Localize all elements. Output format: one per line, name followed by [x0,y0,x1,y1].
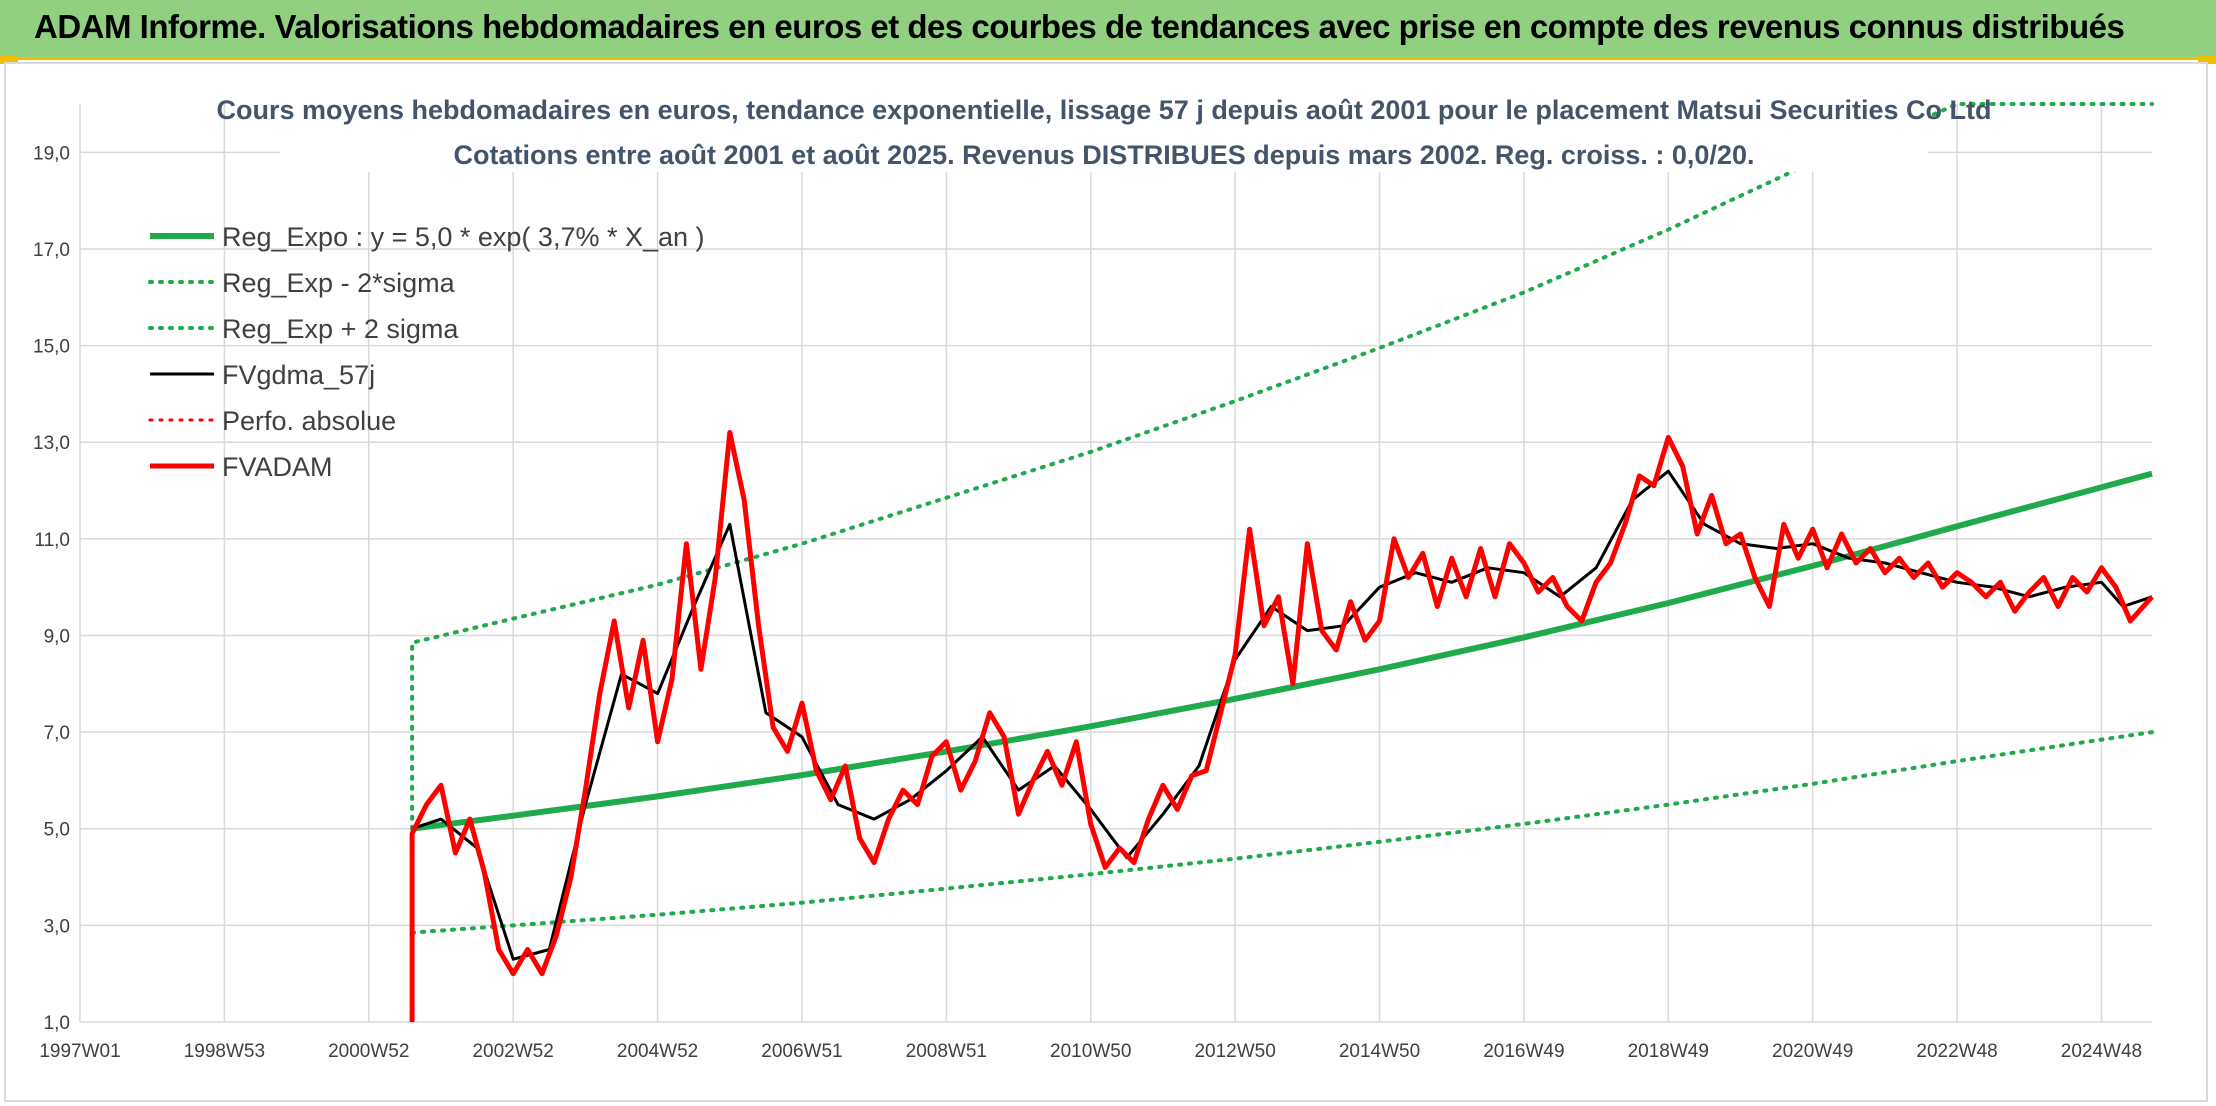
series-line [410,102,2154,831]
y-tick-label: 19,0 [33,143,70,164]
y-axis-ticks: 1,0 3,0 5,0 7,0 9,0 11,0 13,0 15,0 17,0 19,0 [33,143,70,1034]
y-tick-label: 11,0 [34,530,70,551]
x-tick-label: 2000W52 [328,1041,409,1062]
chart-subtitle: Cotations entre août 2001 et août 2025. … [454,140,1755,170]
y-tick-label: 7,0 [44,723,70,744]
series-line [409,430,2154,1022]
x-tick-label: 2024W48 [2061,1041,2142,1062]
x-tick-label: 2008W51 [906,1041,987,1062]
x-tick-label: 2016W49 [1483,1041,1564,1062]
banner-corner-right [2198,56,2216,64]
x-tick-label: 2010W50 [1050,1041,1131,1062]
legend-label: FVADAM [222,452,333,482]
x-axis-ticks: 1997W01 1998W53 2000W52 2002W52 2004W52 2006W… [39,1041,2142,1062]
report-banner: ADAM Informe. Valorisations hebdomadaire… [0,0,2216,60]
y-tick-label: 3,0 [44,916,70,937]
x-tick-label: 1998W53 [184,1041,265,1062]
x-tick-label: 2004W52 [617,1041,698,1062]
banner-corner-left [0,56,18,64]
chart-frame [4,62,2208,1102]
y-tick-label: 15,0 [33,337,70,358]
legend: Reg_Expo : y = 5,0 * exp( 3,7% * X_an ) R… [148,222,705,482]
legend-label: FVgdma_57j [222,360,375,390]
legend-label: Perfo. absolue [222,406,396,436]
legend-label: Reg_Exp - 2*sigma [222,268,456,298]
x-tick-label: 2020W49 [1772,1041,1853,1062]
x-tick-label: 2006W51 [761,1041,842,1062]
chart-title: Cours moyens hebdomadaires en euros, ten… [216,95,1991,125]
report-title: ADAM Informe. Valorisations hebdomadaire… [34,8,2125,45]
x-tick-label: 2018W49 [1628,1041,1709,1062]
x-tick-label: 2014W50 [1339,1041,1420,1062]
legend-label: Reg_Exp + 2 sigma [222,314,459,344]
x-tick-label: 2002W52 [472,1041,553,1062]
legend-label: Reg_Expo : y = 5,0 * exp( 3,7% * X_an ) [222,222,705,252]
x-tick-label: 2012W50 [1194,1041,1275,1062]
y-tick-label: 5,0 [44,820,70,841]
series-line [410,730,2154,935]
y-tick-label: 9,0 [44,626,70,647]
y-tick-label: 13,0 [33,433,70,454]
x-tick-label: 2022W48 [1916,1041,1997,1062]
y-tick-label: 1,0 [44,1013,70,1034]
series-line [411,470,2153,832]
y-tick-label: 17,0 [33,240,70,261]
x-tick-label: 1997W01 [39,1041,120,1062]
title-backdrop [280,88,1928,172]
